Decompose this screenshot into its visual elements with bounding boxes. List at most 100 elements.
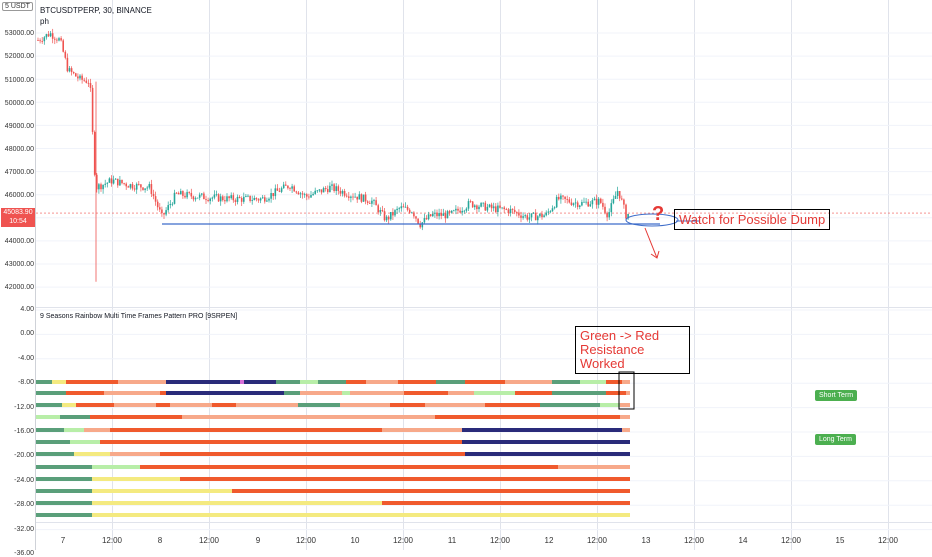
time-tick-label: 12:00 [198, 536, 220, 545]
candle-body [274, 188, 277, 197]
candle-body [429, 214, 432, 217]
candle-body [492, 206, 495, 209]
candle-body [558, 196, 560, 200]
price-tick-label: 47000.00 [4, 169, 34, 176]
candle-body [152, 193, 155, 197]
candle-body [474, 205, 476, 208]
rainbow-segment [92, 489, 232, 493]
candle-body [604, 206, 606, 213]
signal-box [618, 371, 635, 410]
candle-body [606, 212, 608, 218]
indicator-short-title[interactable]: ph [40, 17, 49, 26]
watch-dump-note[interactable]: Watch for Possible Dump [674, 209, 831, 230]
candle-body [476, 205, 478, 210]
candle-body [461, 210, 463, 213]
candle-body [427, 214, 430, 220]
candle-body [161, 209, 163, 214]
rainbow-segment [114, 403, 156, 407]
rainbow-segment [110, 428, 382, 432]
candle-body [188, 192, 190, 193]
candle-body [486, 206, 489, 211]
rainbow-segment [465, 380, 505, 384]
candle-body [37, 40, 39, 41]
candle-body [503, 207, 505, 210]
candle-body [602, 202, 604, 207]
candle-body [192, 196, 195, 200]
rainbow-segment [36, 391, 66, 395]
rainbow-segment [36, 440, 70, 444]
candle-body [224, 200, 226, 202]
signal-note[interactable]: Green -> Red Resistance Worked [575, 326, 690, 374]
candle-body [379, 210, 382, 213]
candle-body [398, 208, 400, 210]
time-tick-label: 12:00 [586, 536, 608, 545]
candle-body [513, 209, 516, 213]
candle-body [425, 218, 428, 220]
pane-divider[interactable] [36, 307, 932, 308]
candle-body [228, 196, 230, 199]
candle-body [463, 210, 466, 212]
short-term-label[interactable]: Short Term [815, 390, 858, 401]
candle-body [81, 75, 83, 80]
candle-body [324, 188, 327, 190]
currency-badge[interactable]: 5 USDT [2, 2, 33, 11]
candle-body [85, 80, 88, 83]
candle-body [47, 34, 50, 37]
price-tick-label: 50000.00 [4, 100, 34, 107]
candle-body [272, 193, 274, 197]
candle-body [133, 188, 136, 190]
rainbow-segment [140, 465, 558, 469]
candle-body [68, 68, 71, 72]
grid-line [112, 0, 113, 550]
symbol-title[interactable]: BTCUSDTPERP, 30, BINANCE [40, 6, 152, 15]
candle-body [64, 51, 67, 58]
candle-body [245, 195, 247, 197]
candle-body [49, 33, 52, 37]
rainbow-segment [474, 391, 515, 395]
rainbow-segment [156, 403, 170, 407]
rainbow-segment [36, 513, 92, 517]
candle-body [276, 188, 279, 191]
rainbow-segment [90, 415, 182, 419]
time-tick-label: 12:00 [101, 536, 123, 545]
rainbow-segment [448, 391, 474, 395]
candle-body [507, 209, 510, 214]
support-ellipse [625, 213, 679, 227]
candle-body [182, 191, 184, 196]
candle-body [318, 189, 321, 191]
indicator-title[interactable]: 9 Seasons Rainbow Multi Time Frames Patt… [40, 313, 238, 320]
candle-body [406, 206, 409, 210]
indicator-tick-label: 0.00 [20, 330, 34, 338]
candle-body [574, 202, 577, 204]
candle-body [219, 196, 222, 202]
rainbow-segment [92, 513, 630, 517]
candle-body [62, 40, 64, 52]
candle-body [341, 190, 344, 194]
candle-body [39, 40, 41, 42]
candle-body [549, 211, 552, 213]
price-axis-border [35, 0, 36, 550]
rainbow-segment [622, 380, 630, 384]
candle-body [217, 194, 220, 202]
rainbow-segment [276, 380, 300, 384]
candle-body [196, 197, 199, 199]
candle-body [572, 203, 575, 205]
candle-body [87, 82, 90, 84]
candle-body [165, 210, 167, 215]
rainbow-segment [435, 415, 620, 419]
candle-body [562, 195, 564, 197]
candle-body [314, 190, 316, 194]
price-tick-label: 53000.00 [4, 30, 34, 37]
grid-line [597, 0, 598, 550]
candle-body [591, 200, 594, 205]
candle-body [532, 212, 535, 214]
candle-body [539, 213, 541, 217]
candle-body [551, 208, 554, 212]
long-term-label[interactable]: Long Term [815, 434, 856, 445]
rainbow-segment [580, 380, 606, 384]
rainbow-segment [166, 380, 240, 384]
candle-body [600, 198, 602, 203]
candle-body [184, 195, 186, 198]
candle-body [70, 68, 73, 73]
